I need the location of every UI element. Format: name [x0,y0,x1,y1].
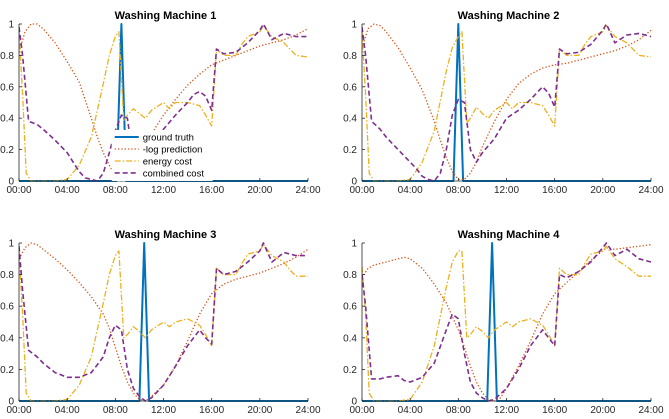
series-line-ground-truth [19,242,308,402]
x-tick-label: 24:00 [638,185,663,196]
x-tick-label: 16:00 [542,185,567,196]
series-line-log-prediction [362,23,652,181]
legend-label-combined-cost: combined cost [143,168,205,179]
chart-title: Washing Machine 1 [115,10,217,22]
x-tick-label: 16:00 [199,405,224,416]
legend-label-ground-truth: ground truth [143,132,194,143]
x-tick-label: 20:00 [590,185,615,196]
x-tick-label: 00:00 [349,405,374,416]
y-tick-label: 0 [8,177,14,188]
x-tick-label: 24:00 [295,405,320,416]
series-line-energy-cost [19,243,308,402]
chart-title: Washing Machine 2 [458,10,560,22]
y-tick-label: 0.8 [343,51,357,62]
x-tick-label: 08:00 [446,185,471,196]
plot-area [362,242,652,402]
chart-panel-washing-machine-2: 00:00 04:00 08:00 12:00 16:00 20:00 24:00 0 0.2 0… [343,10,664,196]
y-tick-label: 0.6 [343,302,357,313]
x-tick-label: 16:00 [199,185,224,196]
y-tick-label: 1 [351,239,357,250]
x-tick-label: 24:00 [638,405,663,416]
x-tick-label: 16:00 [542,405,567,416]
y-tick-label: 0.4 [343,114,357,125]
x-tick-label: 04:00 [398,185,423,196]
chart-panel-washing-machine-4: 00:00 04:00 08:00 12:00 16:00 20:00 24:00 0 0.2 0… [343,229,664,416]
x-tick-label: 04:00 [398,405,423,416]
y-tick-label: 0.8 [0,270,14,281]
x-tick-label: 12:00 [151,185,176,196]
x-tick-label: 12:00 [151,405,176,416]
series-line-energy-cost [19,24,309,182]
chart-title: Washing Machine 3 [115,229,217,241]
y-tick-label: 0.4 [0,333,14,344]
legend-label-energy-cost: energy cost [143,156,192,167]
x-tick-label: 24:00 [295,185,320,196]
x-tick-label: 20:00 [247,405,272,416]
chart-panel-washing-machine-1: 00:00 04:00 08:00 12:00 16:00 20:00 24:00 0 0.2 0… [0,10,321,196]
y-tick-label: 0.8 [343,270,357,281]
x-tick-label: 12:00 [494,185,519,196]
x-tick-label: 08:00 [446,405,471,416]
x-tick-label: 00:00 [6,405,31,416]
y-tick-label: 0.6 [0,302,14,313]
y-tick-label: 0 [351,397,357,408]
y-tick-label: 1 [8,239,14,250]
y-tick-label: 0.2 [0,365,14,376]
y-tick-label: 1 [351,20,357,31]
x-tick-label: 20:00 [247,185,272,196]
y-tick-label: 0.4 [343,333,357,344]
y-tick-label: 0 [8,397,14,408]
series-line-log-prediction [362,243,652,402]
plot-area [362,23,652,182]
y-tick-label: 1 [8,20,14,31]
series-line-energy-cost [362,245,651,402]
series-line-log-prediction [19,23,309,182]
y-tick-label: 0.6 [343,82,357,93]
y-tick-label: 0.2 [0,145,14,156]
series-line-combined-cost [19,242,308,402]
x-tick-label: 04:00 [55,185,80,196]
legend-label-log-prediction: -log prediction [143,144,203,155]
y-tick-label: 0.2 [343,145,357,156]
x-tick-label: 12:00 [494,405,519,416]
y-tick-label: 0 [351,177,357,188]
y-tick-label: 0.6 [0,82,14,93]
plot-area [19,242,309,402]
y-tick-label: 0.8 [0,51,14,62]
x-tick-label: 20:00 [590,405,615,416]
chart-panel-washing-machine-3: 00:00 04:00 08:00 12:00 16:00 20:00 24:00 0 0.2 0… [0,229,321,416]
y-tick-label: 0.4 [0,114,14,125]
x-tick-label: 04:00 [55,405,80,416]
x-tick-label: 08:00 [103,185,128,196]
x-tick-label: 00:00 [349,185,374,196]
x-tick-label: 08:00 [103,405,128,416]
y-tick-label: 0.2 [343,365,357,376]
x-tick-label: 00:00 [6,185,31,196]
series-line-combined-cost [362,23,652,182]
chart-title: Washing Machine 4 [458,229,561,241]
series-line-log-prediction [19,242,309,402]
